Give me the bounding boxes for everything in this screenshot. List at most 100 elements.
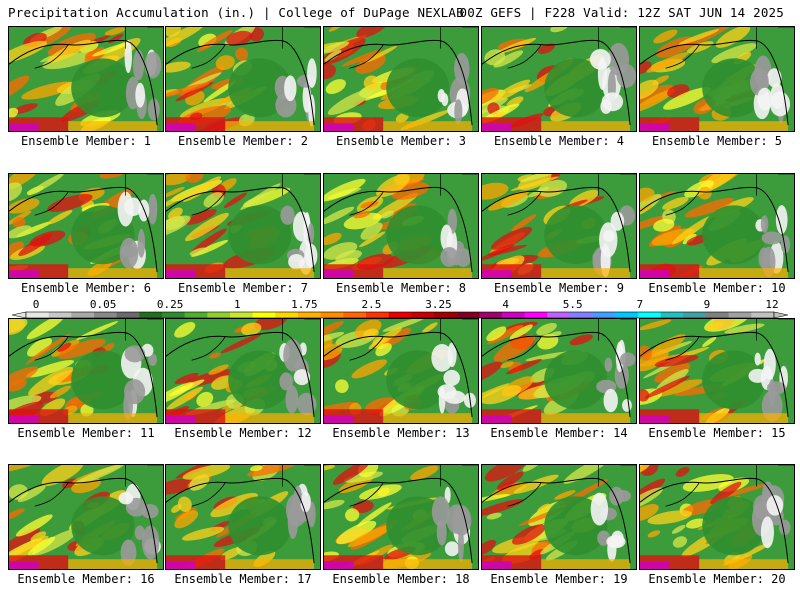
ensemble-map-panel: [481, 173, 637, 279]
colorbar-segment: [524, 312, 548, 318]
colorbar-segment: [252, 312, 276, 318]
colorbar-segment: [207, 312, 231, 318]
precip-map: [640, 465, 794, 569]
precip-map: [166, 465, 320, 569]
ensemble-map-panel: [165, 173, 321, 279]
colorbar-segment: [162, 312, 185, 318]
colorbar-segment: [94, 312, 117, 318]
colorbar-segment: [343, 312, 367, 318]
colorbar-segment: [728, 312, 752, 318]
ensemble-map-panel: [639, 318, 795, 424]
colorbar-segment: [388, 312, 412, 318]
colorbar-segment: [706, 312, 729, 318]
colorbar-segment: [615, 312, 639, 318]
colorbar-segment: [275, 312, 299, 318]
ensemble-member-label: Ensemble Member: 14: [490, 426, 628, 440]
ensemble-member-label: Ensemble Member: 10: [648, 281, 786, 295]
colorbar-segment: [71, 312, 95, 318]
ensemble-member-label: Ensemble Member: 20: [648, 572, 786, 586]
precip-map: [324, 319, 478, 423]
precip-map: [640, 319, 794, 423]
ensemble-member-label: Ensemble Member: 6: [20, 281, 152, 295]
colorbar-tick-label: 0: [33, 298, 40, 311]
ensemble-member-label: Ensemble Member: 12: [174, 426, 312, 440]
ensemble-member-label: Ensemble Member: 13: [332, 426, 470, 440]
ensemble-map-panel: [323, 464, 479, 570]
precip-map: [324, 27, 478, 131]
ensemble-map-panel: [165, 318, 321, 424]
ensemble-map-panel: [165, 26, 321, 132]
colorbar-tick-label: 1: [234, 298, 241, 311]
ensemble-member-label: Ensemble Member: 4: [493, 134, 625, 148]
colorbar-tick-label: 5.5: [563, 298, 583, 311]
ensemble-map-panel: [639, 464, 795, 570]
colorbar-tick-label: 2.5: [362, 298, 382, 311]
chart-title: Precipitation Accumulation (in.) | Colle…: [8, 5, 464, 20]
colorbar-tick-label: 0.25: [157, 298, 184, 311]
colorbar-tick-label: 0.05: [90, 298, 117, 311]
colorbar-segment: [592, 312, 616, 318]
ensemble-map-panel: [481, 26, 637, 132]
precip-map: [640, 27, 794, 131]
ensemble-map-panel: [639, 26, 795, 132]
precip-map: [324, 465, 478, 569]
ensemble-map-panel: [8, 26, 164, 132]
ensemble-member-label: Ensemble Member: 18: [332, 572, 470, 586]
ensemble-member-label: Ensemble Member: 17: [174, 572, 312, 586]
colorbar-tick-label: 1.75: [291, 298, 318, 311]
colorbar-tick-label: 12: [765, 298, 778, 311]
colorbar-segment: [116, 312, 140, 318]
colorbar-segment: [502, 312, 525, 318]
colorbar-segment: [456, 312, 480, 318]
ensemble-member-label: Ensemble Member: 2: [177, 134, 309, 148]
colorbar-segment: [479, 312, 503, 318]
ensemble-map-panel: [323, 173, 479, 279]
colorbar-segment: [683, 312, 707, 318]
colorbar-segment: [751, 312, 775, 318]
precipitation-colorbar: 0 0.05 0.25 1 1.75 2.5 3.25 4 5.5 7 9 12: [12, 298, 788, 319]
ensemble-member-label: Ensemble Member: 16: [17, 572, 155, 586]
precip-map: [166, 27, 320, 131]
ensemble-map-panel: [8, 173, 164, 279]
colorbar-segment: [298, 312, 321, 318]
precip-map: [166, 174, 320, 278]
colorbar-segment: [366, 312, 389, 318]
colorbar-segment: [411, 312, 435, 318]
colorbar-tick-label: 9: [704, 298, 711, 311]
precip-map: [482, 27, 636, 131]
colorbar-segment: [48, 312, 72, 318]
precip-map: [324, 174, 478, 278]
precip-map: [166, 319, 320, 423]
colorbar-min-arrow: [12, 311, 27, 319]
colorbar-tick-label: 4: [502, 298, 509, 311]
colorbar-segment: [184, 312, 208, 318]
ensemble-member-label: Ensemble Member: 5: [651, 134, 783, 148]
colorbar-segment: [230, 312, 253, 318]
ensemble-member-label: Ensemble Member: 15: [648, 426, 786, 440]
colorbar-segment: [660, 312, 684, 318]
ensemble-map-panel: [8, 318, 164, 424]
colorbar-segment: [434, 312, 457, 318]
ensemble-member-label: Ensemble Member: 9: [493, 281, 625, 295]
colorbar-max-arrow: [773, 311, 788, 319]
colorbar-segment: [638, 312, 661, 318]
ensemble-map-panel: [639, 173, 795, 279]
ensemble-map-panel: [323, 26, 479, 132]
colorbar-segment: [320, 312, 344, 318]
precip-map: [482, 174, 636, 278]
ensemble-member-label: Ensemble Member: 3: [335, 134, 467, 148]
precip-map: [9, 465, 163, 569]
colorbar-segment: [547, 312, 571, 318]
precip-map: [640, 174, 794, 278]
ensemble-member-label: Ensemble Member: 19: [490, 572, 628, 586]
precip-map: [9, 27, 163, 131]
colorbar-segment: [139, 312, 163, 318]
precip-map: [482, 465, 636, 569]
ensemble-map-panel: [165, 464, 321, 570]
colorbar-segment: [26, 312, 49, 318]
run-valid-time: 00Z GEFS | F228 Valid: 12Z SAT JUN 14 20…: [459, 5, 784, 20]
ensemble-member-label: Ensemble Member: 7: [177, 281, 309, 295]
ensemble-map-panel: [481, 318, 637, 424]
ensemble-map-panel: [481, 464, 637, 570]
ensemble-member-label: Ensemble Member: 11: [17, 426, 155, 440]
